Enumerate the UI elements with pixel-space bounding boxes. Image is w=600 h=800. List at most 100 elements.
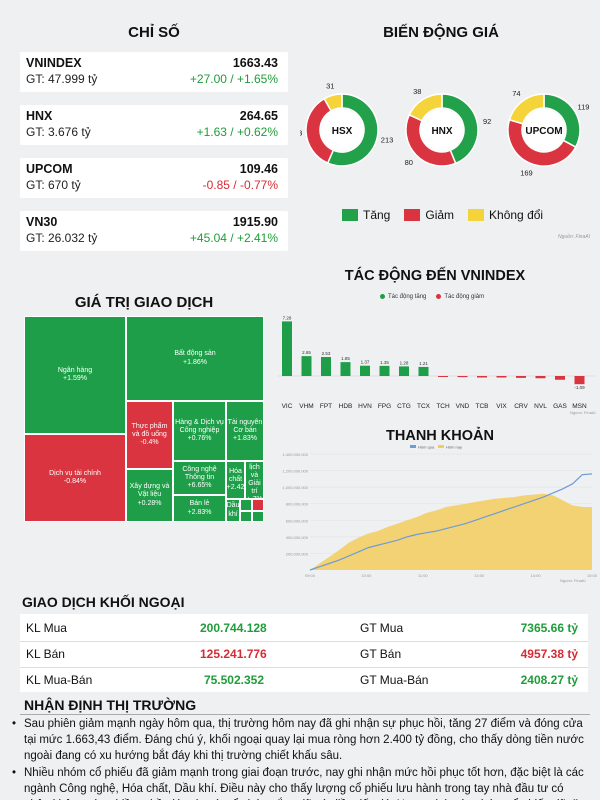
donut-center-label: UPCOM: [525, 126, 562, 137]
liquidity-source: Nguồn: FinaAI: [560, 578, 586, 583]
index-card: HNX GT: 3.676 tỷ 264.65 +1.63 / +0.62%: [20, 105, 288, 145]
impact-bar: [555, 376, 565, 380]
liquidity-x-tick: 15:00: [587, 573, 598, 578]
impact-bar: [535, 376, 546, 379]
impact-bar: [477, 376, 487, 378]
donut-slice: [408, 93, 443, 122]
foreign-volume-value: 125.241.776: [200, 647, 267, 661]
treemap-tile-label: Dịch vụ tài chính: [49, 469, 101, 477]
impact-bar-label: 1.21: [419, 361, 428, 366]
foreign-row-divider: [20, 667, 588, 668]
impact-category-label: MSN: [572, 403, 587, 410]
treemap-tile-pct: +1.83%: [233, 435, 257, 443]
treemap-tile: Du lịch và Giải trí+.7%: [245, 461, 264, 499]
donut-value-label: 119: [578, 102, 590, 111]
donut-value-label: 213: [381, 135, 394, 144]
impact-category-label: TCX: [417, 403, 431, 410]
liquidity-x-tick: 13:00: [474, 573, 485, 578]
liquidity-legend-label: Hôm qua: [418, 445, 435, 450]
impact-category-label: VIX: [496, 403, 507, 410]
index-value: 1663.43: [232, 56, 278, 70]
impact-category-label: VHM: [299, 403, 313, 410]
foreign-row: KL Bán 125.241.776 GT Bán 4957.38 tỷ: [20, 642, 588, 666]
foreign-value-value: 7365.66 tỷ: [520, 621, 578, 635]
impact-bar-label: 2.53: [322, 351, 331, 356]
index-value: 264.65: [239, 109, 278, 123]
foreign-row: KL Mua-Bán 75.502.352 GT Mua-Bán 2408.27 tỷ: [20, 668, 588, 692]
index-card: UPCOM GT: 670 tỷ 109.46 -0.85 / -0.77%: [20, 158, 288, 198]
treemap-tile-label: Du lịch và Giải trí: [248, 462, 261, 496]
treemap-tile-pct: -0.4%: [140, 439, 159, 447]
impact-bar: [516, 376, 526, 378]
liquidity-y-tick: 600,000,000: [286, 518, 309, 523]
impact-legend-up-dot: [380, 294, 385, 299]
index-name: VN30: [26, 215, 58, 229]
treemap-tile-pct: +1.86%: [183, 358, 207, 366]
liquidity-x-tick: 09:00: [305, 573, 316, 578]
liquidity-x-tick: 14:00: [531, 573, 542, 578]
liquidity-today-area: [310, 493, 592, 570]
index-name: HNX: [26, 109, 53, 123]
donut-value-label: 92: [483, 117, 491, 126]
commentary-title: NHẬN ĐỊNH THỊ TRƯỜNG: [24, 697, 197, 713]
impact-bar: [321, 357, 331, 376]
legend-flat-swatch: [468, 209, 485, 221]
foreign-row-divider: [20, 641, 588, 642]
treemap-tile-text: Du lịch và Giải trí+.7%: [246, 462, 263, 498]
treemap-tile: [252, 511, 264, 522]
commentary-bullet: Nhiều nhóm cổ phiếu đã giảm mạnh trong g…: [8, 765, 592, 800]
treemap-tile: Công nghệ Thông tin +6.65%: [173, 461, 226, 495]
liquidity-y-tick: 1,000,000,000: [282, 485, 308, 490]
impact-legend-down: Tác động giảm: [444, 294, 485, 301]
donut-value-label: 133: [300, 128, 302, 137]
price-movement-donuts: 213 133 31 HSX 92 80 38 HNX 119 169 74 UPCOM: [300, 82, 590, 178]
impact-bar-label: 7.28: [283, 315, 292, 320]
impact-category-label: CRV: [514, 403, 528, 410]
treemap-tile-pct: +2.42: [226, 484, 245, 492]
liquidity-y-tick: 400,000,000: [286, 535, 309, 540]
treemap-tile-text: Dầu khí: [227, 502, 239, 518]
treemap-tile-text: Thực phẩm và đồ uống -0.4%: [127, 423, 172, 447]
impact-category-label: TCB: [476, 403, 489, 410]
treemap-tile: Bán lẻ +2.83%: [173, 495, 226, 522]
impact-category-label: HVN: [358, 403, 372, 410]
impact-category-label: FPG: [378, 403, 391, 410]
treemap-tile-text: Tài nguyên Cơ bản +1.83%: [227, 419, 263, 443]
treemap-tile: [252, 499, 264, 511]
impact-category-label: VND: [456, 403, 470, 410]
treemap-tile: Bất động sản +1.86%: [126, 316, 264, 401]
index-trade-value: GT: 47.999 tỷ: [26, 72, 98, 86]
price-movement-source: Nguồn: FinaAI: [558, 234, 590, 240]
treemap-tile: Hàng & Dịch vụ Công nghiệp +0.76%: [173, 401, 226, 461]
index-card: VN30 GT: 26.032 tỷ 1915.90 +45.04 / +2.41%: [20, 211, 288, 251]
donut-slice: [326, 93, 379, 167]
treemap-tile-text: Bán lẻ +2.83%: [188, 500, 212, 516]
impact-bar: [301, 356, 312, 376]
impact-bar: [438, 376, 448, 377]
index-change: +45.04 / +2.41%: [189, 231, 278, 245]
treemap-tile-label: Bất động sản: [174, 350, 216, 358]
treemap-tile: Tài nguyên Cơ bản +1.83%: [226, 401, 264, 461]
treemap-tile-text: Công nghệ Thông tin +6.65%: [174, 466, 225, 490]
impact-source: Nguồn: FinaAI: [570, 410, 596, 415]
index-value: 1915.90: [232, 215, 278, 229]
foreign-title: GIAO DỊCH KHỐI NGOẠI: [22, 594, 185, 610]
treemap-tile-text: Xây dựng và Vật liệu +0.28%: [127, 483, 172, 507]
legend-down-swatch: [404, 209, 421, 221]
treemap-tile-label: Công nghệ Thông tin: [182, 465, 217, 481]
foreign-value-label: GT Mua-Bán: [360, 673, 429, 687]
impact-bar: [399, 366, 409, 376]
liquidity-yesterday-line: [309, 473, 593, 571]
impact-title: TÁC ĐỘNG ĐẾN VNINDEX: [344, 268, 526, 284]
impact-category-label: VIC: [282, 403, 293, 410]
impact-bar-label: 1.28: [400, 360, 409, 365]
treemap-tile-pct: +0.28%: [137, 499, 162, 507]
treemap-tile-label: Bán lẻ: [189, 500, 210, 508]
index-name: UPCOM: [26, 162, 73, 176]
commentary-list: Sau phiên giảm mạnh ngày hôm qua, thị tr…: [8, 716, 592, 800]
impact-bar-chart: 7.28 VIC 2.65 VHM 2.53 FPT 1.85 HDB 1.37 HVN 1.35 F…: [278, 315, 596, 415]
liquidity-legend-label: Hôm nay: [446, 445, 462, 450]
foreign-value-label: GT Bán: [360, 647, 402, 661]
impact-category-label: GAS: [553, 403, 567, 410]
impact-bar-label: -1.09: [574, 385, 585, 390]
